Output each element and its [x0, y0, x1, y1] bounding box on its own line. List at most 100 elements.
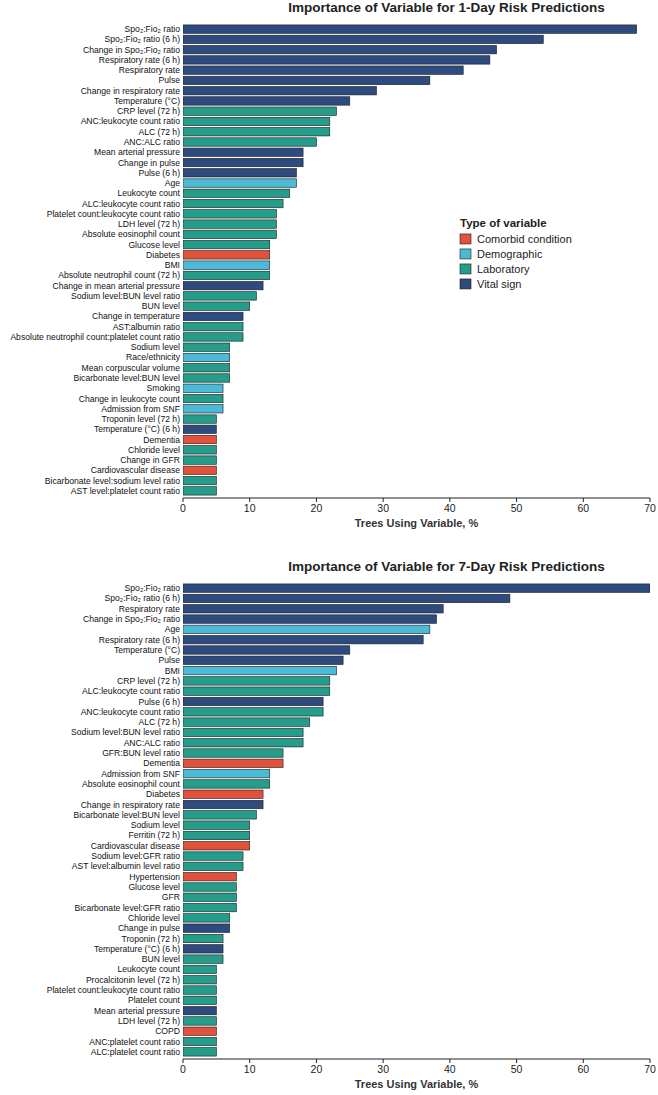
- bar: [183, 986, 216, 994]
- bar: [183, 687, 330, 695]
- category-label: Chloride level: [128, 913, 180, 923]
- x-tick-label: 60: [577, 1063, 589, 1075]
- bar: [183, 656, 343, 664]
- category-label: ALC (72 h): [138, 127, 180, 137]
- bar: [183, 302, 250, 310]
- x-tick-label: 40: [444, 1063, 456, 1075]
- category-label: ALC:platelet count ratio: [91, 1047, 181, 1057]
- bar: [183, 189, 290, 197]
- category-label: Change in Spo₂:Fio₂ ratio: [83, 614, 180, 624]
- category-label: Admission from SNF: [101, 404, 180, 414]
- category-label: Absolute neutrophil count:platelet count…: [10, 332, 180, 342]
- category-label: ANC:ALC ratio: [124, 137, 181, 147]
- category-label: Temperature (°C): [114, 645, 180, 655]
- category-label: Change in pulse: [118, 923, 180, 933]
- x-tick-label: 60: [577, 502, 589, 514]
- figure: Importance of Variable for 1-Day Risk Pr…: [0, 0, 658, 1095]
- legend-title: Type of variable: [460, 217, 547, 229]
- bars: [183, 25, 637, 495]
- category-label: Troponin (72 h): [122, 934, 181, 944]
- bar: [183, 169, 296, 177]
- x-axis: [183, 498, 650, 499]
- legend-label: Comorbid condition: [477, 233, 572, 245]
- bar: [183, 117, 330, 125]
- category-label: AST level:albumin level ratio: [72, 861, 180, 871]
- category-label: Smoking: [147, 383, 181, 393]
- category-label: Age: [165, 624, 181, 634]
- bar: [183, 353, 230, 361]
- bar: [183, 646, 350, 654]
- bar: [183, 594, 510, 602]
- bar: [183, 384, 223, 392]
- category-label: Respiratory rate: [119, 604, 180, 614]
- x-tick-label: 20: [311, 502, 323, 514]
- category-label: Chloride level: [128, 445, 180, 455]
- category-label: Pulse (6 h): [138, 168, 180, 178]
- bar: [183, 292, 256, 300]
- bar: [183, 821, 250, 829]
- bar: [183, 220, 276, 228]
- bar: [183, 230, 276, 238]
- bar: [183, 666, 336, 674]
- x-tick-label: 10: [244, 1063, 256, 1075]
- category-label: Spo₂:Fio₂ ratio (6 h): [105, 34, 181, 44]
- category-label: Absolute neutrophil count (72 h): [58, 270, 180, 280]
- x-axis-label: Trees Using Variable, %: [355, 1078, 479, 1090]
- category-label: Change in respiratory rate: [81, 800, 181, 810]
- x-tick-label: 0: [180, 1063, 186, 1075]
- category-label: Bicarbonate level:GFR ratio: [74, 903, 180, 913]
- category-label: Change in temperature: [92, 311, 180, 321]
- bar: [183, 456, 216, 464]
- category-label: Change in GFR: [120, 455, 180, 465]
- category-label: Change in pulse: [118, 158, 180, 168]
- category-label: ANC:ALC ratio: [124, 738, 181, 748]
- bar: [183, 466, 216, 474]
- bar: [183, 893, 236, 901]
- bar: [183, 240, 270, 248]
- category-label: Platelet count:leukocyte count ratio: [47, 985, 181, 995]
- category-label: Diabetes: [146, 789, 180, 799]
- category-label: BUN level: [142, 954, 180, 964]
- bar: [183, 107, 336, 115]
- bar: [183, 738, 303, 746]
- bar: [183, 56, 490, 64]
- category-label: Spo₂:Fio₂ ratio (6 h): [105, 593, 181, 603]
- bar: [183, 76, 430, 84]
- x-tick-label: 70: [644, 1063, 656, 1075]
- category-label: Mean corpuscular volume: [82, 363, 181, 373]
- bar: [183, 261, 270, 269]
- bar: [183, 374, 230, 382]
- category-label: Change in leukocyte count: [79, 394, 181, 404]
- bar: [183, 476, 216, 484]
- bar: [183, 749, 283, 757]
- x-tick-label: 0: [180, 502, 186, 514]
- x-axis: [183, 1059, 650, 1060]
- category-label: Race/ethnicity: [126, 352, 181, 362]
- bar: [183, 708, 323, 716]
- category-label: AST:albumin ratio: [113, 322, 181, 332]
- category-label: CRP level (72 h): [117, 106, 180, 116]
- legend-swatch: [460, 234, 471, 244]
- category-label: ALC (72 h): [138, 717, 180, 727]
- category-label: Troponin level (72 h): [102, 414, 181, 424]
- bar: [183, 322, 243, 330]
- bar: [183, 343, 230, 351]
- category-label: COPD: [155, 1026, 180, 1036]
- x-tick-label: 50: [511, 1063, 523, 1075]
- x-tick-label: 70: [644, 502, 656, 514]
- bar: [183, 35, 543, 43]
- category-label: ALC:leukocyte count ratio: [82, 199, 180, 209]
- category-label: Respiratory rate (6 h): [99, 635, 180, 645]
- bar: [183, 1027, 216, 1035]
- legend-label: Demographic: [477, 248, 543, 260]
- category-label: Platelet count: [128, 995, 181, 1005]
- bar: [183, 271, 270, 279]
- category-label: Bicarbonate level:BUN level: [73, 373, 180, 383]
- bar: [183, 955, 223, 963]
- bar: [183, 934, 223, 942]
- bar: [183, 312, 243, 320]
- legend-swatch: [460, 249, 471, 259]
- category-label: Glucose level: [128, 882, 180, 892]
- bar: [183, 862, 243, 870]
- bar: [183, 780, 270, 788]
